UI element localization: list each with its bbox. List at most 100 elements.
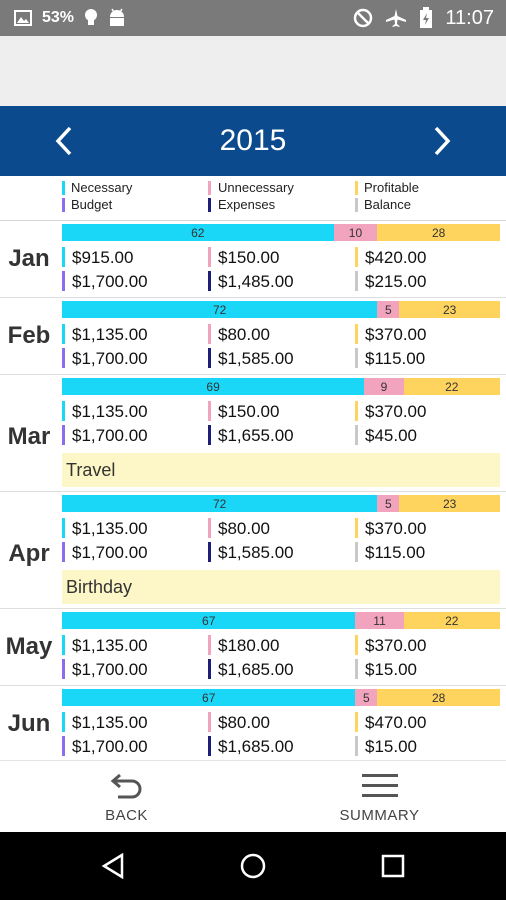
necessary-amount: $1,135.00 — [72, 519, 148, 538]
back-button[interactable]: BACK — [0, 761, 253, 833]
month-row-apr[interactable]: Apr 72 5 23 $1,135.00 $80.00 $370.00 $1,700.00 $… — [0, 492, 506, 609]
expenses-amount: $1,655.00 — [218, 426, 294, 445]
previous-year-button[interactable] — [34, 106, 94, 176]
ratio-segment-profitable: 28 — [377, 689, 500, 706]
expenses-amount: $1,485.00 — [218, 272, 294, 291]
expenses-amount: $1,585.00 — [218, 349, 294, 368]
budget-amount: $1,700.00 — [72, 349, 148, 368]
ratio-segment-necessary: 67 — [62, 612, 356, 629]
ratio-segment-unnecessary: 11 — [355, 612, 404, 629]
next-year-button[interactable] — [412, 106, 472, 176]
month-row-may[interactable]: May 67 11 22 $1,135.00 $180.00 $370.00 $1,700.0… — [0, 609, 506, 686]
expenses-color-marker — [208, 271, 211, 291]
unnecessary-amount: $150.00 — [218, 402, 280, 421]
ratio-bar: 72 5 23 — [62, 301, 500, 318]
month-row-jun[interactable]: Jun 67 5 28 $1,135.00 $80.00 $470.00 $1,700.00 $… — [0, 686, 506, 760]
list-icon — [361, 771, 399, 799]
necessary-color-marker — [62, 401, 65, 421]
unnecessary-color-marker — [208, 518, 211, 538]
battery-percent-text: 53% — [42, 9, 75, 26]
unnecessary-amount: $150.00 — [218, 248, 280, 267]
month-list[interactable]: Jan 62 10 28 $915.00 $150.00 $420.00 $1,700.00 $… — [0, 221, 506, 760]
android-icon — [108, 8, 126, 28]
necessary-amount: $1,135.00 — [72, 402, 148, 421]
budget-amount: $1,700.00 — [72, 543, 148, 562]
ratio-segment-profitable: 23 — [399, 495, 500, 512]
necessary-color-marker — [62, 635, 65, 655]
month-row-jan[interactable]: Jan 62 10 28 $915.00 $150.00 $420.00 $1,700.00 $… — [0, 221, 506, 298]
legend-swatch-budget — [62, 198, 65, 212]
ratio-segment-unnecessary: 5 — [377, 301, 400, 318]
necessary-amount: $1,135.00 — [72, 636, 148, 655]
month-name: May — [5, 633, 53, 660]
budget-color-marker — [62, 348, 65, 368]
profitable-amount: $420.00 — [365, 248, 427, 267]
system-recents-button[interactable] — [353, 832, 433, 900]
balance-color-marker — [355, 348, 358, 368]
necessary-amount: $1,135.00 — [72, 325, 148, 344]
budget-color-marker — [62, 271, 65, 291]
system-navigation-bar — [0, 832, 506, 900]
necessary-amount: $915.00 — [72, 248, 134, 267]
ratio-bar: 72 5 23 — [62, 495, 500, 512]
chevron-left-icon — [54, 125, 74, 157]
expenses-color-marker — [208, 348, 211, 368]
unnecessary-color-marker — [208, 635, 211, 655]
legend: Necessary Budget Unnecessary Expenses Pr… — [0, 176, 506, 221]
budget-color-marker — [62, 659, 65, 679]
necessary-amount: $1,135.00 — [72, 713, 148, 732]
undo-arrow-icon — [110, 771, 144, 799]
year-navigation-bar: 2015 — [0, 106, 506, 176]
balance-amount: $15.00 — [365, 737, 417, 756]
month-row-feb[interactable]: Feb 72 5 23 $1,135.00 $80.00 $370.00 $1,700.00 $… — [0, 298, 506, 375]
ratio-segment-necessary: 72 — [62, 301, 378, 318]
legend-swatch-balance — [355, 198, 358, 212]
balance-color-marker — [355, 542, 358, 562]
ratio-segment-necessary: 67 — [62, 689, 356, 706]
legend-label-budget: Budget — [71, 197, 113, 212]
legend-label-expenses: Expenses — [218, 197, 276, 212]
month-name: Mar — [7, 423, 51, 450]
expenses-color-marker — [208, 425, 211, 445]
legend-label-unnecessary: Unnecessary — [218, 180, 294, 195]
unnecessary-amount: $80.00 — [218, 519, 270, 538]
ratio-bar: 67 5 28 — [62, 689, 500, 706]
back-button-label: BACK — [105, 807, 148, 824]
summary-button[interactable]: SUMMARY — [253, 761, 506, 833]
budget-amount: $1,700.00 — [72, 660, 148, 679]
system-home-button[interactable] — [213, 832, 293, 900]
ratio-segment-necessary: 72 — [62, 495, 378, 512]
month-row-mar[interactable]: Mar 69 9 22 $1,135.00 $150.00 $370.00 $1,700.00… — [0, 375, 506, 492]
profitable-color-marker — [355, 401, 358, 421]
ratio-bar: 67 11 22 — [62, 612, 500, 629]
profitable-amount: $370.00 — [365, 402, 427, 421]
ratio-segment-necessary: 62 — [62, 224, 334, 241]
ratio-segment-profitable: 23 — [399, 301, 500, 318]
unnecessary-color-marker — [208, 712, 211, 732]
month-note[interactable]: Birthday — [62, 570, 500, 604]
status-bar: 53% — [0, 0, 506, 36]
month-name: Apr — [8, 540, 50, 567]
ratio-bar: 62 10 28 — [62, 224, 500, 241]
budget-color-marker — [62, 736, 65, 756]
expenses-color-marker — [208, 659, 211, 679]
system-back-button[interactable] — [73, 832, 153, 900]
budget-color-marker — [62, 425, 65, 445]
balance-amount: $45.00 — [365, 426, 417, 445]
month-name: Feb — [7, 322, 51, 349]
unnecessary-amount: $180.00 — [218, 636, 280, 655]
profitable-color-marker — [355, 247, 358, 267]
legend-swatch-profitable — [355, 181, 358, 195]
balance-amount: $115.00 — [365, 349, 426, 368]
clock-time: 11:07 — [445, 6, 494, 29]
necessary-color-marker — [62, 518, 65, 538]
month-name: Jan — [8, 245, 50, 272]
balance-color-marker — [355, 271, 358, 291]
legend-swatch-necessary — [62, 181, 65, 195]
ratio-bar: 69 9 22 — [62, 378, 500, 395]
month-note[interactable]: Travel — [62, 453, 500, 487]
legend-swatch-expenses — [208, 198, 211, 212]
ratio-segment-unnecessary: 9 — [364, 378, 404, 395]
expenses-color-marker — [208, 736, 211, 756]
bottom-action-bar: BACK SUMMARY — [0, 760, 506, 833]
